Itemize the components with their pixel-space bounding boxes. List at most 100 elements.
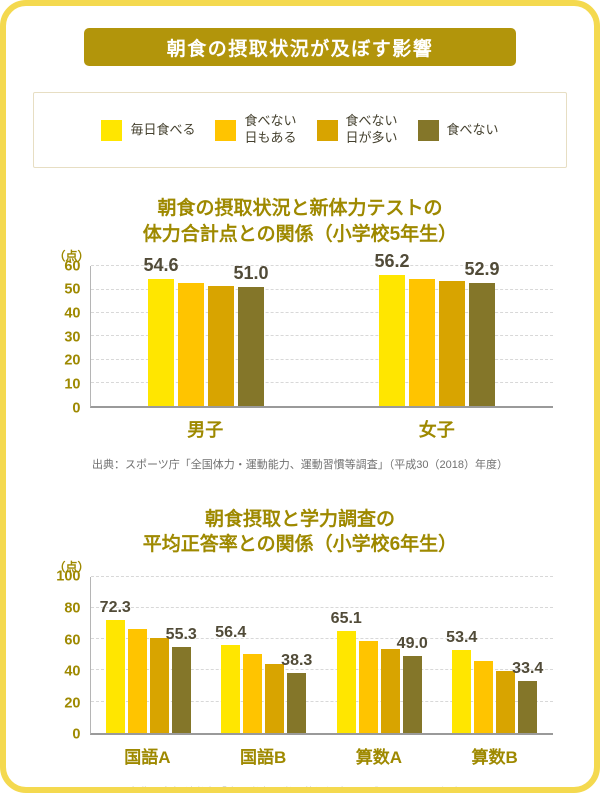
legend: 毎日食べる 食べない 日もある 食べない 日が多い 食べない <box>33 92 567 168</box>
y-axis-unit: （点） <box>53 249 90 264</box>
legend-swatch-often-skip <box>316 119 338 141</box>
bar-value-label: 38.3 <box>281 652 313 670</box>
bar <box>127 628 147 733</box>
bar: 33.4 <box>512 660 543 733</box>
gridline <box>90 288 553 290</box>
bar: 56.2 <box>374 251 410 407</box>
gridline <box>90 335 553 337</box>
legend-swatch-daily <box>101 119 123 141</box>
category-label: 算数B <box>471 747 518 767</box>
category-labels: 国語A 国語B 算数A 算数B <box>90 735 553 768</box>
bar-group-算数A: 65.1 49.0 <box>322 577 438 733</box>
bar <box>474 660 494 733</box>
category-labels: 男子 女子 <box>90 408 553 442</box>
bar-value-label: 52.9 <box>464 258 500 279</box>
y-tick-label: 20 <box>64 352 81 369</box>
bar-group-女子: 56.2 52.9 <box>322 251 553 407</box>
bar <box>265 663 285 733</box>
y-tick-label: 60 <box>64 631 81 648</box>
bar <box>409 278 435 407</box>
y-tick-label: 0 <box>72 400 81 417</box>
bar-value-label: 56.2 <box>374 251 410 272</box>
y-tick-label: 80 <box>64 600 81 617</box>
bar <box>149 638 169 733</box>
y-tick-label: 60 <box>64 258 81 275</box>
bar: 51.0 <box>233 263 269 407</box>
bar-groups: 54.6 51.0 56.2 52.9 <box>91 251 553 407</box>
y-tick-label: 10 <box>64 376 81 393</box>
y-tick-label: 0 <box>72 726 81 743</box>
legend-item-label: 毎日食べる <box>130 121 196 137</box>
y-tick-label: 40 <box>64 305 81 322</box>
bar <box>439 281 465 407</box>
bar-value-label: 56.4 <box>215 623 247 641</box>
source-note: 出典：文部科学省「全国学力・学習状況調査（平成30（2018）年度） <box>127 786 473 793</box>
bar: 52.9 <box>464 259 500 407</box>
plot-wrap: 0 10 20 30 40 50 60 54.6 51.0 56.2 52.9 <box>48 251 553 415</box>
gridline <box>90 638 553 640</box>
gridline <box>90 575 553 577</box>
bar: 49.0 <box>397 635 428 733</box>
legend-item-sometimes-skip: 食べない 日もある <box>215 113 297 147</box>
category-label: 算数A <box>355 747 403 767</box>
bar-value-label: 65.1 <box>330 610 362 628</box>
legend-item-daily: 毎日食べる <box>101 119 196 141</box>
gridline <box>90 358 553 360</box>
bar-group-男子: 54.6 51.0 <box>91 255 322 407</box>
source-note: 出典：スポーツ庁「全国体力・運動能力、運動習慣等調査」（平成30（2018）年度… <box>92 459 508 472</box>
academic-chart: 朝食摂取と学力調査の 平均正答率との関係（小学校6年生） （点） 0 20 40 60… <box>48 507 553 793</box>
y-tick-label: 40 <box>64 663 81 680</box>
category-label: 男子 <box>187 420 224 441</box>
legend-item-never: 食べない <box>417 119 499 141</box>
y-axis-unit: （点） <box>53 559 90 574</box>
bar <box>178 282 204 407</box>
bar-value-label: 49.0 <box>396 635 428 653</box>
plot-wrap: 0 20 40 60 80 100 72.3 55.3 56.4 38.3 65.1 49.0 53.… <box>48 570 553 742</box>
fitness-chart-title: 朝食の摂取状況と新体力テストの 体力合計点との関係（小学校5年生） <box>142 198 458 245</box>
legend-item-often-skip: 食べない 日が多い <box>316 113 398 147</box>
bar-value-label: 54.6 <box>143 254 179 275</box>
gridline <box>90 381 553 383</box>
gridline <box>90 607 553 609</box>
gridline <box>90 311 553 313</box>
y-axis: 0 10 20 30 40 50 60 <box>48 259 90 415</box>
plot-area: 72.3 55.3 56.4 38.3 65.1 49.0 53.4 33.4 <box>89 575 553 735</box>
bar <box>243 654 263 733</box>
y-tick-label: 100 <box>56 568 81 585</box>
bar-value-label: 51.0 <box>233 263 269 284</box>
gridline <box>90 700 553 702</box>
category-label: 国語B <box>239 747 287 767</box>
bar: 38.3 <box>281 652 312 733</box>
bar: 55.3 <box>166 626 197 733</box>
bar-group-算数B: 53.4 33.4 <box>437 577 553 733</box>
bar-value-label: 55.3 <box>165 625 197 643</box>
bar: 72.3 <box>100 599 131 733</box>
bar-group-国語B: 56.4 38.3 <box>206 577 322 733</box>
legend-item-label: 食べない <box>446 121 499 137</box>
y-axis: 0 20 40 60 80 100 <box>48 570 90 742</box>
bar: 56.4 <box>215 624 246 733</box>
legend-swatch-never <box>417 119 439 141</box>
bar-value-label: 53.4 <box>446 628 478 646</box>
y-tick-label: 30 <box>64 329 81 346</box>
bar-value-label: 33.4 <box>512 659 544 677</box>
bar-groups: 72.3 55.3 56.4 38.3 65.1 49.0 53.4 33.4 <box>91 577 553 733</box>
category-label: 国語A <box>124 747 171 767</box>
gridline <box>90 669 553 671</box>
plot-area: 54.6 51.0 56.2 52.9 <box>89 251 553 409</box>
bar <box>496 671 516 733</box>
page-title: 朝食の摂取状況が及ぼす影響 <box>84 28 516 66</box>
y-tick-label: 20 <box>64 695 81 712</box>
bar: 54.6 <box>143 255 179 407</box>
bar: 65.1 <box>331 610 362 733</box>
fitness-chart: 朝食の摂取状況と新体力テストの 体力合計点との関係（小学校5年生） （点） 0 1… <box>48 196 553 473</box>
academic-chart-title: 朝食摂取と学力調査の 平均正答率との関係（小学校6年生） <box>142 508 458 556</box>
legend-item-label: 食べない 日が多い <box>345 113 398 145</box>
category-label: 女子 <box>418 420 455 441</box>
bar <box>208 285 234 407</box>
y-tick-label: 50 <box>64 281 81 298</box>
bar: 53.4 <box>446 629 477 733</box>
legend-item-label: 食べない 日もある <box>244 113 297 145</box>
bar-value-label: 72.3 <box>99 599 131 617</box>
